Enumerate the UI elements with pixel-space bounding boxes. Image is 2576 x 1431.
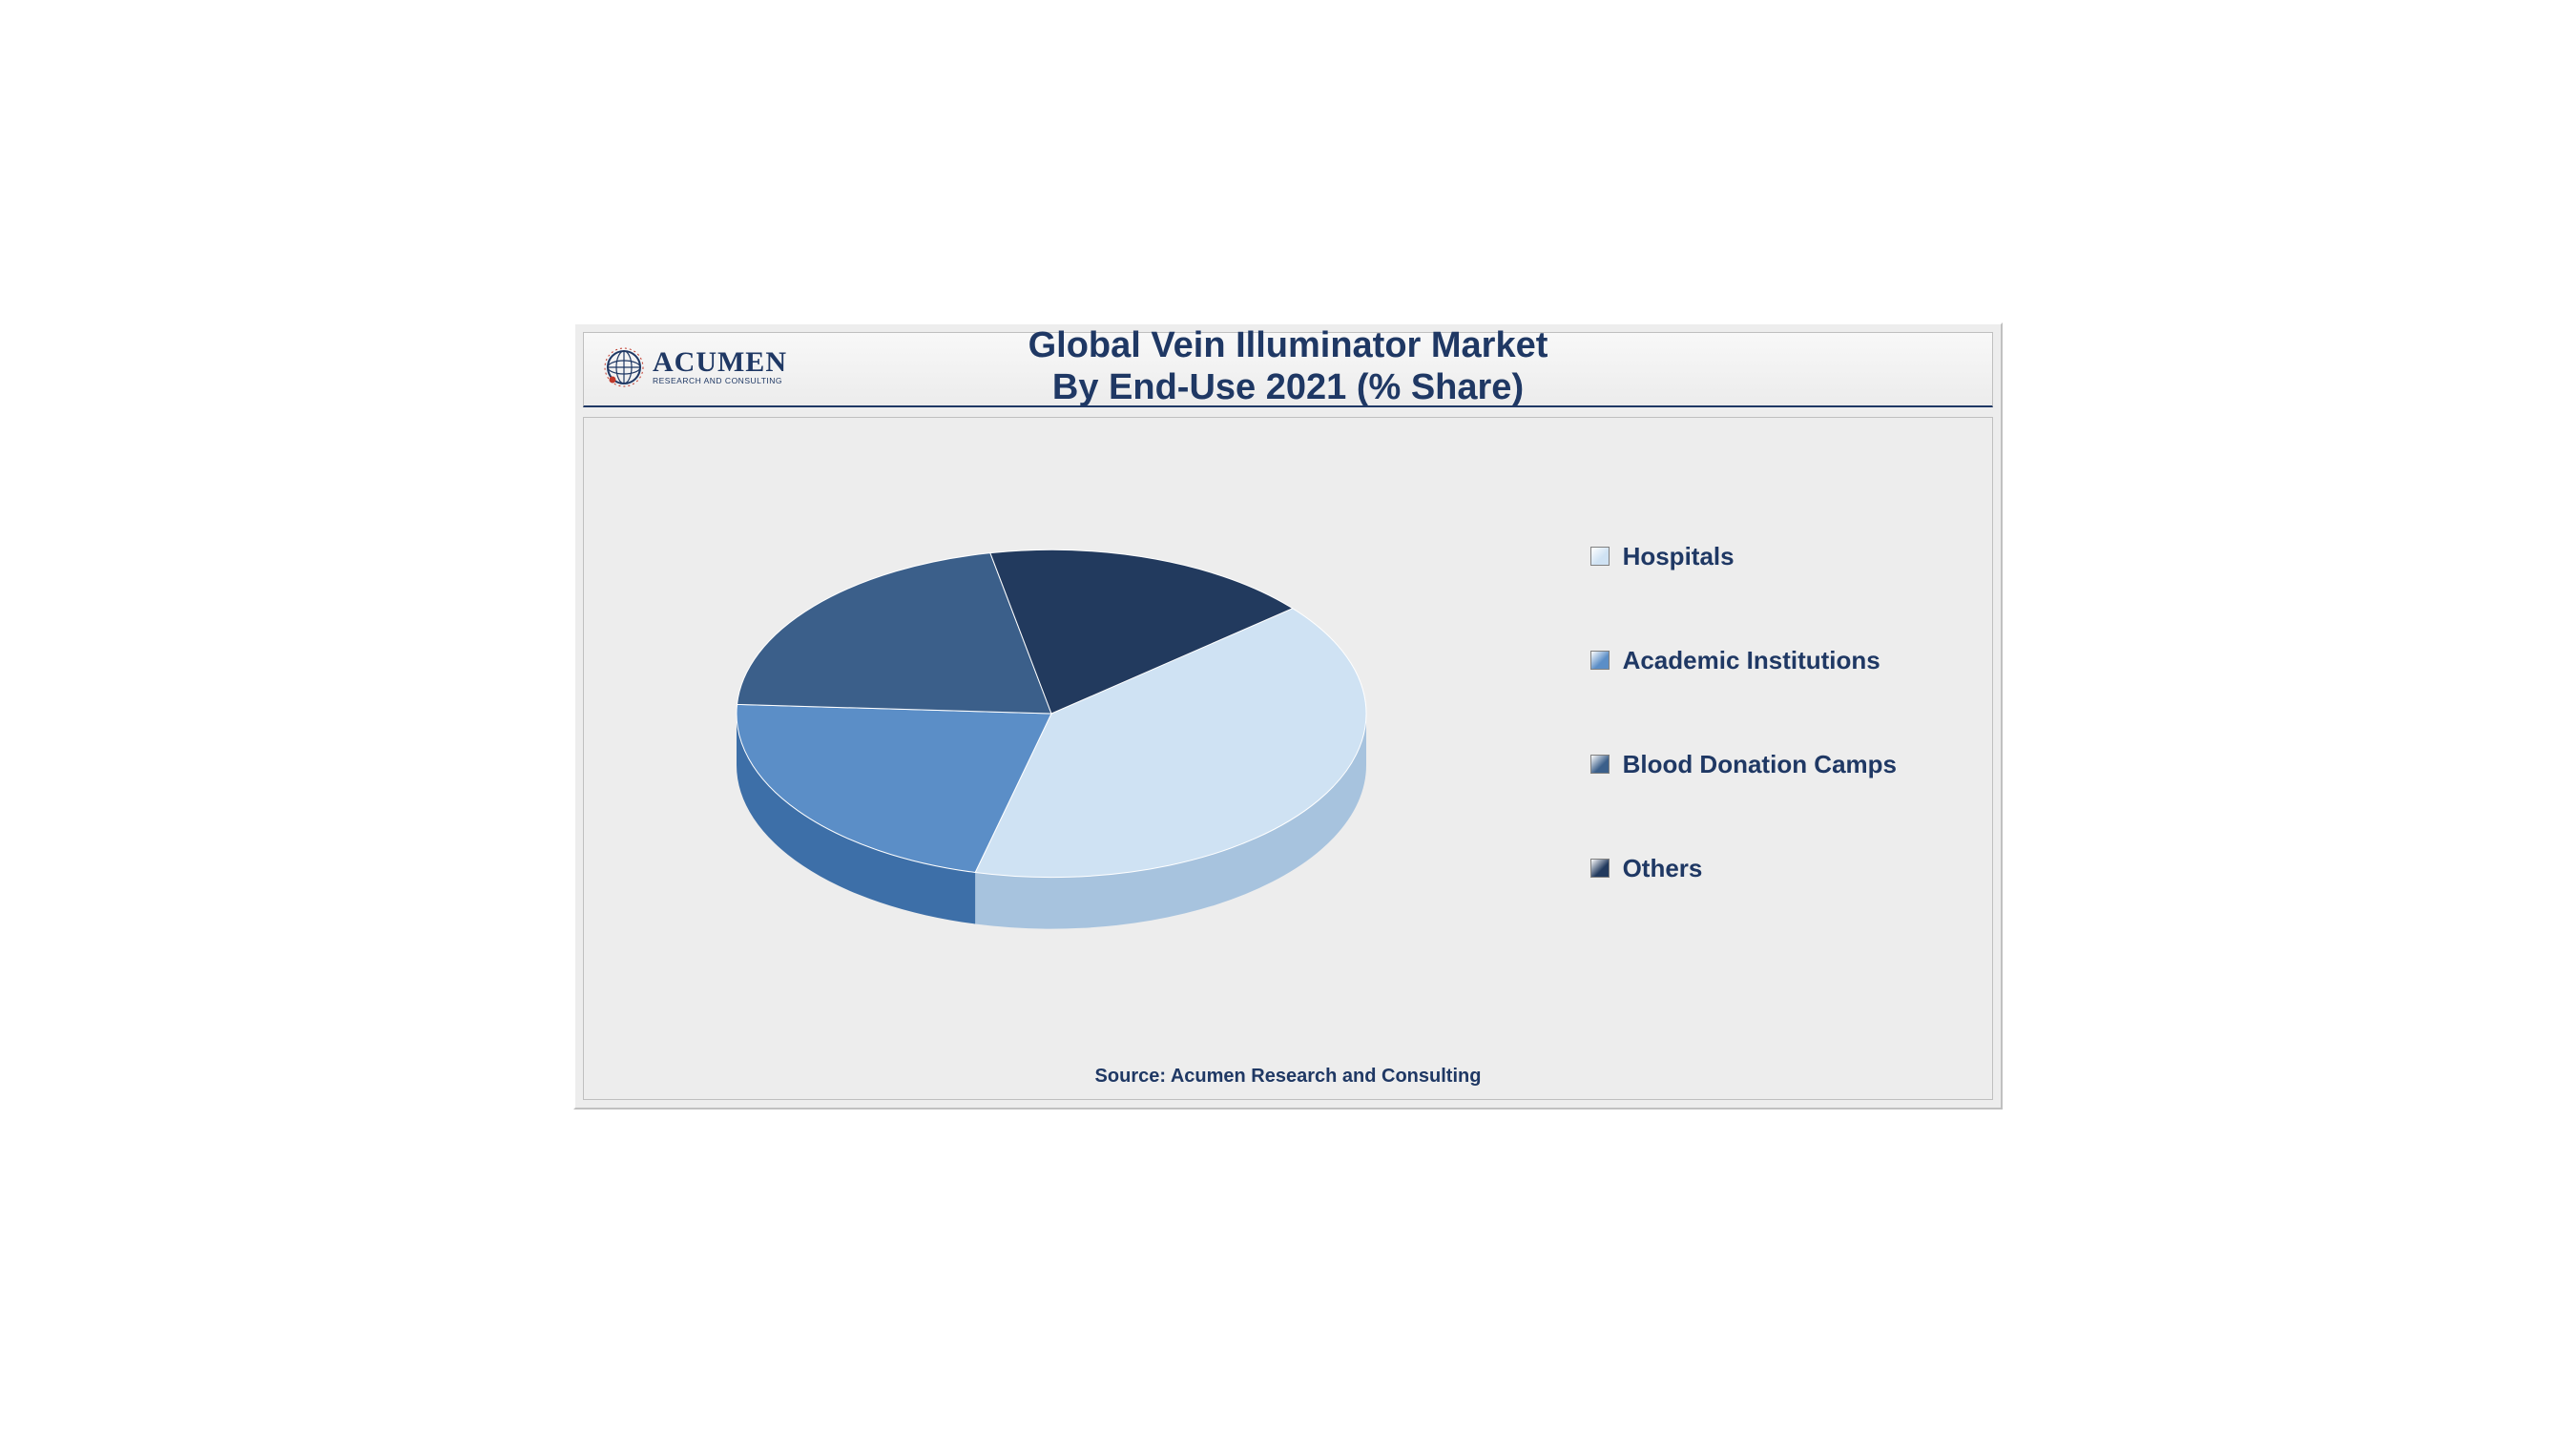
- legend-item: Academic Institutions: [1590, 646, 1897, 675]
- legend-marker-icon: [1590, 755, 1610, 774]
- legend-marker-icon: [1590, 547, 1610, 566]
- title-line-1: Global Vein Illuminator Market: [584, 325, 1992, 367]
- brand-tagline: RESEARCH AND CONSULTING: [653, 377, 787, 385]
- header: ACUMEN RESEARCH AND CONSULTING Global Ve…: [583, 332, 1993, 407]
- chart-area: Hospitals Academic Institutions Blood Dona…: [584, 418, 1992, 1066]
- source-text: Source: Acumen Research and Consulting: [584, 1066, 1992, 1099]
- logo: ACUMEN RESEARCH AND CONSULTING: [603, 346, 787, 388]
- logo-text: ACUMEN RESEARCH AND CONSULTING: [653, 348, 787, 385]
- legend-label: Others: [1623, 854, 1703, 883]
- legend-item: Hospitals: [1590, 542, 1897, 571]
- legend-item: Others: [1590, 854, 1897, 883]
- title-line-2: By End-Use 2021 (% Share): [584, 367, 1992, 409]
- legend-marker-icon: [1590, 651, 1610, 670]
- globe-icon: [603, 346, 645, 388]
- brand-name: ACUMEN: [653, 348, 787, 377]
- legend-label: Blood Donation Camps: [1623, 750, 1897, 779]
- legend-label: Hospitals: [1623, 542, 1735, 571]
- legend: Hospitals Academic Institutions Blood Dona…: [1590, 542, 1897, 883]
- pie-chart: [708, 523, 1395, 962]
- chart-body: Hospitals Academic Institutions Blood Dona…: [583, 417, 1993, 1100]
- chart-frame: ACUMEN RESEARCH AND CONSULTING Global Ve…: [573, 322, 2003, 1110]
- legend-item: Blood Donation Camps: [1590, 750, 1897, 779]
- legend-marker-icon: [1590, 859, 1610, 878]
- title-block: Global Vein Illuminator Market By End-Us…: [584, 325, 1992, 408]
- legend-label: Academic Institutions: [1623, 646, 1880, 675]
